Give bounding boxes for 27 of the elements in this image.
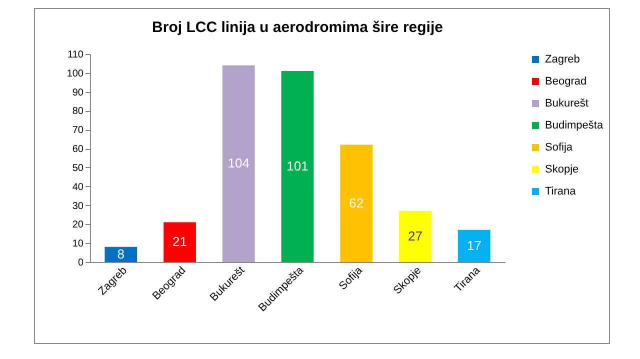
legend-label: Tirana xyxy=(545,186,577,198)
y-tick-label: 40 xyxy=(72,182,84,193)
data-label: 27 xyxy=(408,228,422,244)
y-tick-label: 50 xyxy=(72,162,84,174)
chart-title: Broj LCC linija u aerodromima šire regije xyxy=(152,19,443,36)
legend-label: Budimpešta xyxy=(545,120,604,132)
legend-label: Zagreb xyxy=(545,54,580,66)
data-label: 8 xyxy=(117,246,125,262)
legend-label: Beograd xyxy=(545,76,587,88)
y-tick-label: 80 xyxy=(72,106,84,118)
y-tick-label: 70 xyxy=(72,125,84,136)
legend-label: Sofija xyxy=(545,142,574,154)
data-label: 101 xyxy=(286,158,308,174)
y-tick-label: 110 xyxy=(68,50,84,60)
y-tick-label: 100 xyxy=(66,68,84,80)
y-tick-label: 20 xyxy=(72,220,84,231)
legend-label: Skopje xyxy=(545,164,579,176)
data-label: 21 xyxy=(172,234,188,250)
data-label: 62 xyxy=(349,195,364,210)
y-tick-label: 30 xyxy=(72,200,84,212)
y-tick-label: 0 xyxy=(78,258,84,268)
legend-label: Bukurešt xyxy=(545,98,588,110)
data-label: 104 xyxy=(228,156,250,171)
y-tick-label: 60 xyxy=(72,144,84,156)
y-tick-label: 10 xyxy=(72,238,84,250)
y-tick-label: 90 xyxy=(72,87,84,98)
data-label: 17 xyxy=(466,238,482,253)
